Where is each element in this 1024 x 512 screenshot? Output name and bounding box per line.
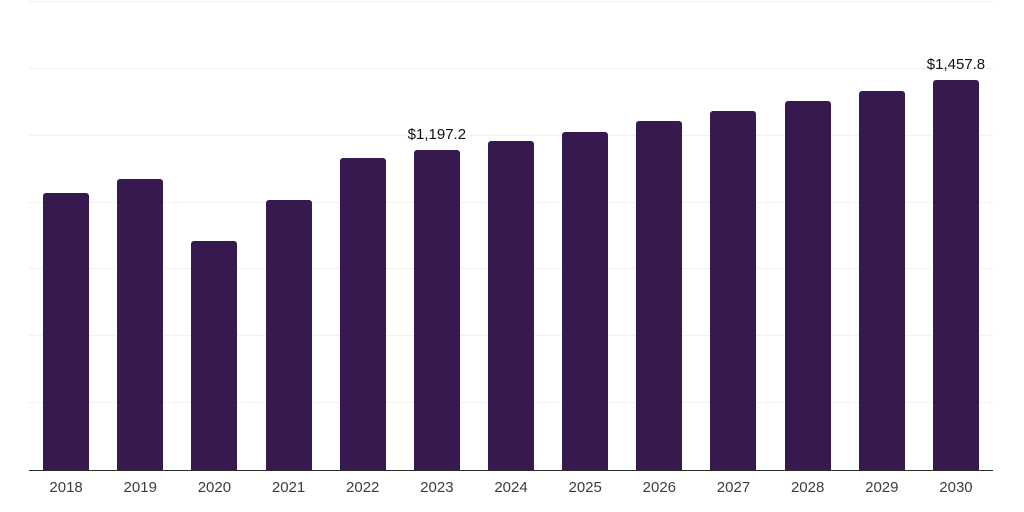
x-tick-label-2027: 2027 [716, 479, 751, 496]
bar-slot-2019 [103, 2, 177, 470]
x-tick-label-2020: 2020 [197, 479, 232, 496]
bar-slot-2026 [622, 2, 696, 470]
bar-slot-2021 [251, 2, 325, 470]
bar-2025 [562, 131, 609, 470]
x-tick-label-2025: 2025 [568, 479, 602, 496]
x-tick-label-2028: 2028 [790, 479, 825, 496]
x-tick-label-2029: 2029 [865, 479, 899, 496]
x-tick-label-2030: 2030 [939, 479, 973, 496]
bar-slot-2027 [696, 2, 770, 470]
bar-2024 [488, 140, 535, 470]
x-tick-label-2022: 2022 [346, 479, 380, 496]
bar-2021 [265, 199, 312, 470]
bar-2019 [117, 178, 164, 470]
bar-2018 [43, 193, 90, 470]
bar-slot-2029 [845, 2, 919, 470]
bar-2020 [191, 241, 238, 470]
bar-slot-2030: $1,457.8 [919, 2, 993, 470]
bar-2022 [339, 157, 386, 470]
bars-row: $1,197.2 $1,457.8 [29, 2, 993, 470]
x-tick-label-2023: 2023 [420, 479, 454, 496]
gridline [29, 134, 993, 136]
plot-area: $1,197.2 $1,457.8 [29, 1, 993, 471]
gridline [29, 67, 993, 69]
bar-2027 [710, 111, 757, 470]
x-axis: 2018 2019 2020 2021 2022 2023 2024 2025 2026 2027… [29, 479, 993, 496]
bar-2030 [932, 80, 979, 470]
x-tick-label-2021: 2021 [271, 479, 306, 496]
gridline [29, 1, 993, 2]
bar-slot-2023: $1,197.2 [400, 2, 474, 470]
bar-slot-2018 [29, 2, 103, 470]
bar-value-label-2030: $1,457.8 [926, 56, 986, 74]
bar-2029 [858, 90, 905, 470]
x-tick-label-2018: 2018 [49, 479, 83, 496]
x-tick-label-2024: 2024 [494, 479, 528, 496]
bar-slot-2028 [771, 2, 845, 470]
bar-slot-2024 [474, 2, 548, 470]
bar-2023 [413, 149, 460, 470]
x-tick-label-2026: 2026 [642, 479, 677, 496]
x-tick-label-2019: 2019 [123, 479, 157, 496]
bar-2026 [636, 121, 683, 470]
bar-slot-2020 [177, 2, 251, 470]
bar-slot-2025 [548, 2, 622, 470]
bar-slot-2022 [326, 2, 400, 470]
bar-value-label-2023: $1,197.2 [407, 125, 467, 143]
bar-2028 [784, 100, 831, 470]
